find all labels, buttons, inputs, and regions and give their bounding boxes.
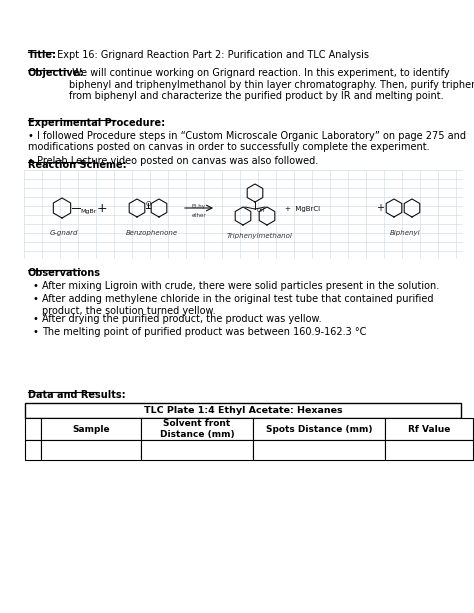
Text: Spots Distance (mm): Spots Distance (mm) <box>266 424 372 433</box>
Text: Solvent front
Distance (mm): Solvent front Distance (mm) <box>160 419 234 439</box>
Text: •: • <box>33 294 39 304</box>
Bar <box>41 418 141 440</box>
Bar <box>41 440 141 460</box>
Text: • I followed Procedure steps in “Custom Microscale Organic Laboratory” on page 2: • I followed Procedure steps in “Custom … <box>28 131 466 141</box>
Text: Observations: Observations <box>28 268 101 278</box>
Bar <box>25 440 41 460</box>
Text: Data and Results:: Data and Results: <box>28 390 126 400</box>
Bar <box>253 440 385 460</box>
Text: Biphenyl: Biphenyl <box>390 230 420 236</box>
Text: We will continue working on Grignard reaction. In this experiment, to identify
b: We will continue working on Grignard rea… <box>69 68 474 101</box>
Text: +  MgBrCl: + MgBrCl <box>285 206 320 212</box>
Text: Triphenylmethanol: Triphenylmethanol <box>227 233 293 239</box>
Bar <box>141 418 253 440</box>
Text: OH: OH <box>257 208 265 213</box>
Text: •: • <box>33 327 39 337</box>
Text: •: • <box>33 281 39 291</box>
Text: The melting point of purified product was between 160.9-162.3 °C: The melting point of purified product wa… <box>42 327 366 337</box>
Text: After adding methylene chloride in the original test tube that contained purifie: After adding methylene chloride in the o… <box>42 294 434 316</box>
Text: Sample: Sample <box>72 424 110 433</box>
Text: Objective:: Objective: <box>28 68 84 78</box>
Bar <box>25 418 41 440</box>
Text: After drying the purified product, the product was yellow.: After drying the purified product, the p… <box>42 314 322 324</box>
Text: Title:: Title: <box>28 50 57 60</box>
Text: MgBr: MgBr <box>80 210 96 215</box>
Bar <box>141 440 253 460</box>
Bar <box>385 440 473 460</box>
Text: TLC Plate 1:4 Ethyl Acetate: Hexanes: TLC Plate 1:4 Ethyl Acetate: Hexanes <box>144 406 342 415</box>
Text: • Prelab Lecture video posted on canvas was also followed.: • Prelab Lecture video posted on canvas … <box>28 156 318 166</box>
Text: +: + <box>97 202 107 215</box>
Text: Et.hy: Et.hy <box>192 204 206 209</box>
Bar <box>385 418 473 440</box>
Text: Benzophenone: Benzophenone <box>126 230 178 236</box>
Bar <box>253 418 385 440</box>
Text: After mixing Ligroin with crude, there were solid particles present in the solut: After mixing Ligroin with crude, there w… <box>42 281 439 291</box>
Text: +: + <box>376 203 384 213</box>
Text: Experimental Procedure:: Experimental Procedure: <box>28 118 165 128</box>
Text: •: • <box>33 314 39 324</box>
Bar <box>25 403 461 418</box>
Text: Rf Value: Rf Value <box>408 424 450 433</box>
Text: Reaction Scheme:: Reaction Scheme: <box>28 160 127 170</box>
Text: G-gnard: G-gnard <box>50 230 79 236</box>
Text: ether: ether <box>191 213 206 218</box>
Text: Expt 16: Grignard Reaction Part 2: Purification and TLC Analysis: Expt 16: Grignard Reaction Part 2: Purif… <box>54 50 369 60</box>
Text: modifications posted on canvas in order to successfully complete the experiment.: modifications posted on canvas in order … <box>28 142 429 152</box>
Text: O: O <box>146 201 151 207</box>
